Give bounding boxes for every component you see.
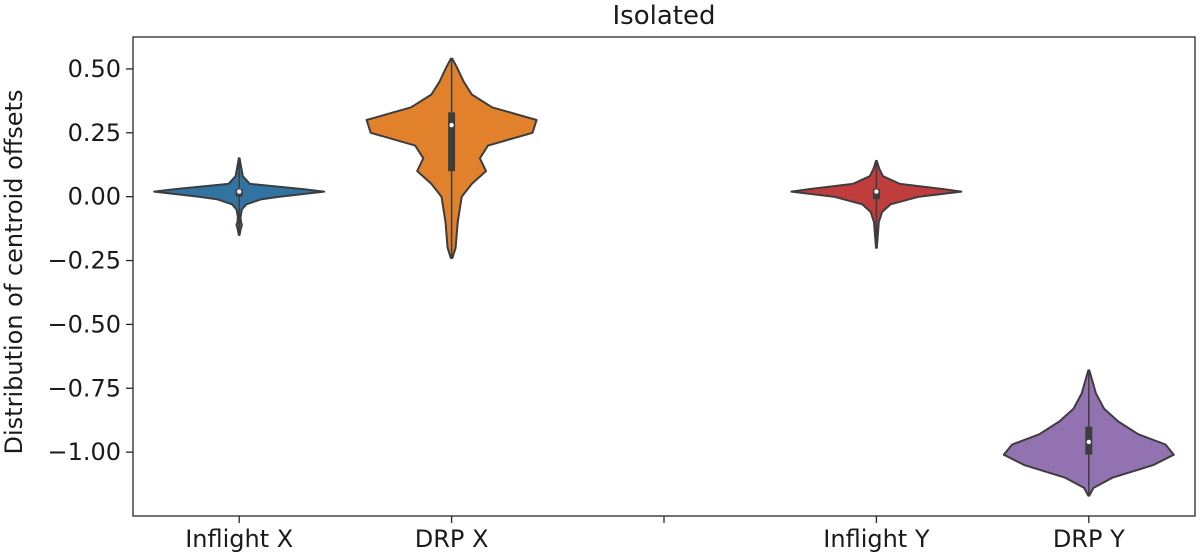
violin-median bbox=[449, 122, 454, 128]
x-tick-label: Inflight Y bbox=[823, 525, 930, 553]
y-tick-label: −0.25 bbox=[47, 247, 121, 275]
y-tick-label: −0.75 bbox=[47, 374, 121, 402]
violins-layer bbox=[153, 57, 1175, 497]
y-tick-label: 0.25 bbox=[68, 119, 121, 147]
y-axis-ticks: 0.50 0.25 0.00 −0.25 −0.50 −0.75 −1.00 bbox=[47, 55, 133, 466]
x-tick-label: DRP X bbox=[415, 525, 489, 553]
plot-frame bbox=[132, 36, 1196, 517]
y-tick-label: −1.00 bbox=[47, 438, 121, 466]
violin-box bbox=[872, 189, 880, 200]
y-tick-label: −0.50 bbox=[47, 310, 121, 338]
violin-median bbox=[1086, 439, 1092, 445]
y-tick-label: 0.00 bbox=[68, 183, 121, 211]
y-tick-label: 0.50 bbox=[68, 55, 121, 83]
violin-median bbox=[874, 189, 879, 194]
x-axis-ticks: Inflight X DRP X Inflight Y DRP Y bbox=[185, 516, 1125, 553]
y-axis-label: Distribution of centroid offsets bbox=[0, 90, 28, 455]
violin-median bbox=[237, 189, 242, 194]
x-tick-label: DRP Y bbox=[1053, 525, 1125, 553]
chart-title: Isolated bbox=[613, 1, 716, 31]
x-tick-label: Inflight X bbox=[185, 525, 293, 553]
violin-box bbox=[448, 112, 456, 172]
